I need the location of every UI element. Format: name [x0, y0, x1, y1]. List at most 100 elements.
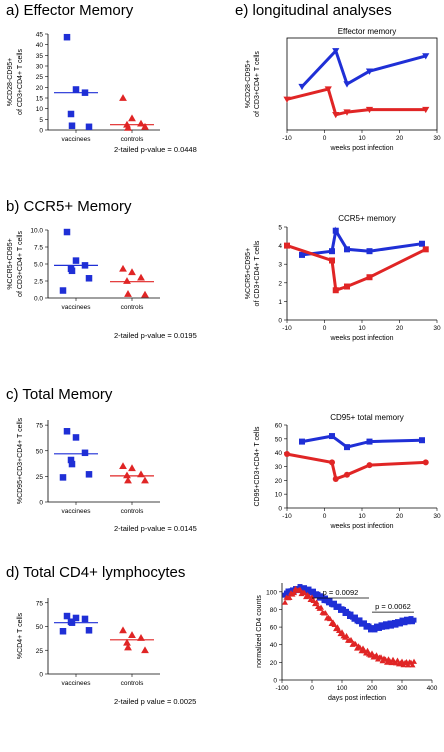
- data-point-e4-controls: [373, 652, 380, 658]
- series-line-e3-controls: [286, 452, 426, 481]
- x-axis-label-e1: weeks post infection: [329, 145, 393, 152]
- y-tick-label-a: 0: [39, 128, 43, 135]
- x-tick-label-e4: 0: [310, 685, 314, 692]
- y-tick-label-b: 2.5: [34, 279, 43, 286]
- data-point-e1-controls: [283, 96, 291, 103]
- data-point-e4-vaccinees: [357, 617, 363, 623]
- y-tick-label-e3: 60: [275, 423, 283, 430]
- category-label-d: vaccinees: [62, 680, 92, 687]
- category-label-d: controls: [121, 680, 145, 687]
- data-point-b-vaccinees: [59, 287, 67, 294]
- data-point-e2-vaccinees: [344, 246, 350, 253]
- data-point-e2-vaccinees: [419, 240, 425, 247]
- y-axis-label-e3: CD95+CD3+CD4+ T cells: [254, 426, 261, 507]
- data-point-e4-vaccinees: [311, 588, 316, 594]
- data-point-b-vaccinees: [72, 257, 80, 264]
- data-point-e4-vaccinees: [285, 588, 291, 594]
- y-tick-label-b: 0.0: [34, 296, 43, 303]
- data-point-b-controls: [119, 264, 127, 272]
- y-axis-label-b: %CCR5+CD95+: [7, 238, 14, 289]
- data-point-e4-vaccinees: [383, 621, 388, 627]
- y-tick-label-e2: 5: [278, 225, 282, 232]
- data-point-d-controls: [137, 634, 145, 641]
- data-point-e2-vaccinees: [332, 227, 339, 234]
- y-tick-label-a: 25: [36, 74, 44, 81]
- y-tick-label-e3: 0: [278, 506, 282, 513]
- y-tick-label-a: 30: [36, 64, 44, 71]
- data-point-d-controls: [119, 626, 127, 634]
- data-point-e2-controls: [344, 283, 350, 290]
- x-tick-label-e2: 30: [433, 325, 441, 332]
- y-tick-label-a: 40: [36, 42, 44, 49]
- y-tick-label-a: 20: [36, 85, 44, 92]
- x-axis-label-e3: weeks post infection: [329, 523, 393, 530]
- panel-b-pvalue: 2-tailed p-value = 0.0195: [114, 331, 197, 340]
- y-tick-label-e2: 3: [278, 262, 282, 269]
- y-tick-label-b: 7.5: [34, 245, 43, 252]
- data-point-c-controls: [123, 471, 131, 479]
- y-tick-label-e4: 60: [270, 625, 278, 632]
- data-point-e4-vaccinees: [387, 620, 393, 626]
- data-point-e4-controls: [352, 641, 359, 647]
- data-point-e4-vaccinees: [332, 600, 337, 606]
- data-point-e4-vaccinees: [407, 618, 412, 624]
- data-point-e4-controls: [301, 589, 308, 596]
- y-axis-label-e1: of CD3+CD4+ T cells: [254, 51, 261, 117]
- data-point-e1-controls: [332, 111, 340, 119]
- y-tick-label-c: 25: [36, 474, 44, 481]
- data-point-e4-vaccinees: [348, 611, 354, 617]
- data-point-e2-controls: [422, 246, 429, 253]
- data-point-e4-vaccinees: [345, 610, 351, 616]
- x-tick-label-e4: -100: [275, 685, 288, 692]
- y-axis-label-d: %CD4+ T cells: [17, 612, 24, 659]
- y-tick-label-e3: 40: [275, 450, 283, 457]
- data-point-c-vaccinees: [59, 474, 67, 481]
- y-axis-label-c: %CD95+CD3+CD4+ T cells: [17, 417, 24, 504]
- data-point-e4-controls: [331, 621, 338, 627]
- y-axis-label-e2: %CCR5+CD95+: [245, 248, 252, 299]
- x-tick-label-e4: 400: [427, 685, 438, 692]
- x-tick-label-e3: 0: [323, 513, 327, 520]
- annotation-label-e4: p = 0.0092: [323, 588, 359, 597]
- data-point-e4-controls: [327, 615, 333, 622]
- data-point-e3-controls: [284, 451, 290, 458]
- y-tick-label-e3: 50: [275, 436, 283, 443]
- data-point-c-vaccinees: [63, 428, 71, 435]
- data-point-e2-controls: [366, 274, 373, 281]
- panel-d-pvalue: 2-tailed p value = 0.0025: [114, 697, 197, 706]
- subtitle-e3: CD95+ total memory: [330, 413, 404, 422]
- data-point-e4-vaccinees: [408, 616, 414, 622]
- data-point-c-controls: [119, 462, 127, 470]
- data-point-e4-vaccinees: [366, 623, 372, 629]
- category-label-a: controls: [121, 136, 145, 143]
- data-point-e4-vaccinees: [411, 617, 417, 623]
- data-point-e3-vaccinees: [419, 437, 425, 444]
- data-point-e4-controls: [313, 599, 320, 605]
- data-point-e4-vaccinees: [377, 625, 382, 631]
- data-point-b-controls: [141, 290, 149, 298]
- data-point-e3-vaccinees: [329, 433, 335, 440]
- series-line-e3-vaccinees: [301, 434, 423, 449]
- panel-a-title: a) Effector Memory: [6, 2, 134, 19]
- y-tick-label-a: 5: [39, 117, 43, 124]
- y-tick-label-c: 0: [39, 500, 43, 507]
- x-tick-label-e2: 20: [396, 325, 404, 332]
- subtitle-e2: CCR5+ memory: [338, 214, 396, 223]
- x-tick-label-e4: 300: [397, 685, 408, 692]
- data-point-c-controls: [141, 476, 149, 484]
- data-point-a-vaccinees: [72, 86, 80, 93]
- data-point-d-vaccinees: [72, 614, 80, 622]
- x-tick-label-e3: 20: [396, 513, 404, 520]
- series-line-e2-vaccinees: [301, 226, 423, 257]
- data-point-c-vaccinees: [85, 471, 93, 478]
- data-point-a-controls: [128, 114, 136, 122]
- data-point-c-vaccinees: [81, 449, 89, 457]
- x-tick-label-e1: 10: [358, 135, 366, 142]
- data-point-e4-controls: [318, 604, 324, 610]
- data-point-a-vaccinees: [85, 123, 93, 131]
- y-axis-label-e2: of CD3+CD4+ T cells: [254, 240, 261, 306]
- y-tick-label-d: 50: [36, 624, 44, 631]
- data-point-e1-vaccinees: [298, 83, 306, 91]
- data-point-e1-controls: [343, 109, 351, 116]
